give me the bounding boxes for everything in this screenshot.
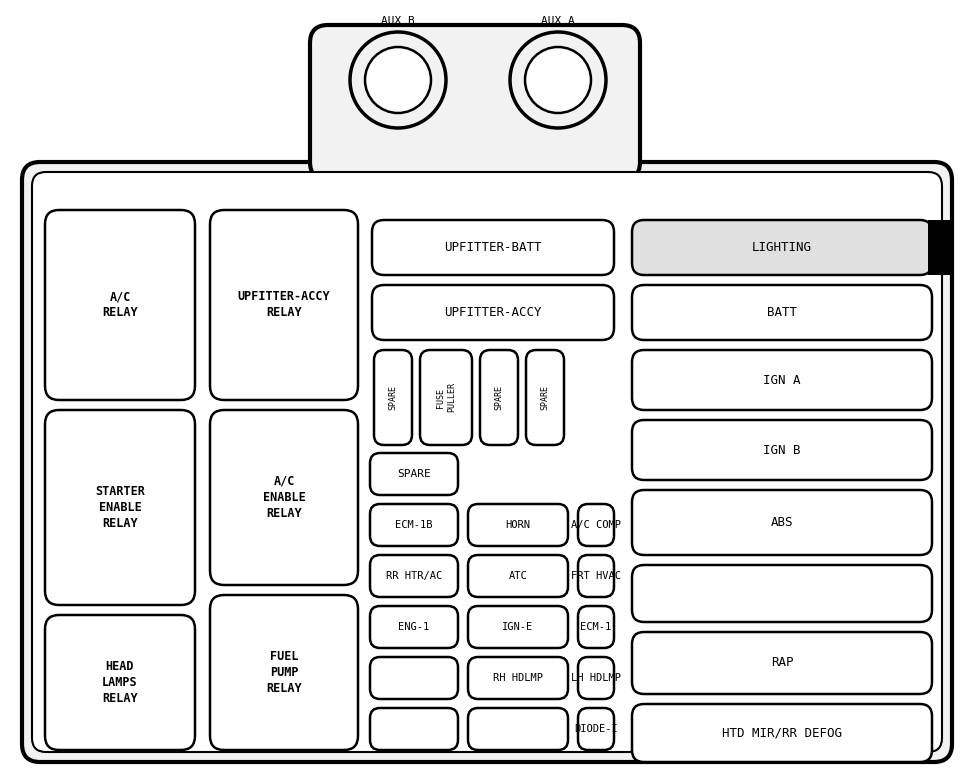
FancyBboxPatch shape bbox=[370, 657, 458, 699]
FancyBboxPatch shape bbox=[22, 162, 952, 762]
Text: RR HTR/AC: RR HTR/AC bbox=[386, 571, 443, 581]
FancyBboxPatch shape bbox=[632, 220, 932, 275]
FancyBboxPatch shape bbox=[468, 657, 568, 699]
Text: A/C
ENABLE
RELAY: A/C ENABLE RELAY bbox=[263, 475, 306, 520]
Text: RAP: RAP bbox=[771, 657, 793, 669]
FancyBboxPatch shape bbox=[45, 615, 195, 750]
Text: HEAD
LAMPS
RELAY: HEAD LAMPS RELAY bbox=[103, 660, 138, 705]
Text: ABS: ABS bbox=[771, 516, 793, 529]
Text: FUEL
PUMP
RELAY: FUEL PUMP RELAY bbox=[266, 650, 302, 695]
FancyBboxPatch shape bbox=[632, 632, 932, 694]
Text: STARTER
ENABLE
RELAY: STARTER ENABLE RELAY bbox=[95, 485, 145, 530]
FancyBboxPatch shape bbox=[468, 555, 568, 597]
Text: UPFITTER-ACCY: UPFITTER-ACCY bbox=[445, 306, 542, 319]
FancyBboxPatch shape bbox=[632, 350, 932, 410]
Text: ENG-1: ENG-1 bbox=[399, 622, 430, 632]
FancyBboxPatch shape bbox=[370, 504, 458, 546]
Text: IGN B: IGN B bbox=[763, 444, 801, 456]
Circle shape bbox=[350, 32, 446, 128]
FancyBboxPatch shape bbox=[210, 410, 358, 585]
Text: ATC: ATC bbox=[509, 571, 528, 581]
FancyBboxPatch shape bbox=[632, 420, 932, 480]
Text: BATT: BATT bbox=[767, 306, 797, 319]
FancyBboxPatch shape bbox=[370, 708, 458, 750]
Text: ECM-1: ECM-1 bbox=[580, 622, 612, 632]
Bar bbox=[928, 220, 950, 275]
FancyBboxPatch shape bbox=[370, 606, 458, 648]
FancyBboxPatch shape bbox=[578, 504, 614, 546]
FancyBboxPatch shape bbox=[632, 490, 932, 555]
Text: SPARE: SPARE bbox=[540, 385, 549, 410]
Text: A/C
RELAY: A/C RELAY bbox=[103, 290, 138, 320]
Text: FUSE
PULLER: FUSE PULLER bbox=[436, 382, 456, 413]
FancyBboxPatch shape bbox=[632, 285, 932, 340]
FancyBboxPatch shape bbox=[578, 708, 614, 750]
FancyBboxPatch shape bbox=[374, 350, 412, 445]
Text: DIODE-I: DIODE-I bbox=[574, 724, 617, 734]
FancyBboxPatch shape bbox=[370, 453, 458, 495]
FancyBboxPatch shape bbox=[578, 606, 614, 648]
FancyBboxPatch shape bbox=[420, 350, 472, 445]
Text: SPARE: SPARE bbox=[397, 469, 431, 479]
FancyBboxPatch shape bbox=[526, 350, 564, 445]
FancyBboxPatch shape bbox=[468, 606, 568, 648]
Text: HTD MIR/RR DEFOG: HTD MIR/RR DEFOG bbox=[722, 726, 842, 739]
FancyBboxPatch shape bbox=[32, 172, 942, 752]
FancyBboxPatch shape bbox=[632, 565, 932, 622]
Text: UPFITTER-ACCY
RELAY: UPFITTER-ACCY RELAY bbox=[237, 290, 330, 320]
Text: AUX A: AUX A bbox=[541, 16, 574, 26]
FancyBboxPatch shape bbox=[210, 210, 358, 400]
Text: SPARE: SPARE bbox=[389, 385, 398, 410]
Text: IGN A: IGN A bbox=[763, 374, 801, 387]
FancyBboxPatch shape bbox=[310, 25, 640, 180]
FancyBboxPatch shape bbox=[480, 350, 518, 445]
Circle shape bbox=[525, 47, 591, 113]
FancyBboxPatch shape bbox=[210, 595, 358, 750]
Text: UPFITTER-BATT: UPFITTER-BATT bbox=[445, 241, 542, 254]
Text: RH HDLMP: RH HDLMP bbox=[493, 673, 543, 683]
Circle shape bbox=[365, 47, 431, 113]
Text: AUX B: AUX B bbox=[381, 16, 415, 26]
Text: ECM-1B: ECM-1B bbox=[396, 520, 433, 530]
FancyBboxPatch shape bbox=[372, 220, 614, 275]
Text: A/C COMP: A/C COMP bbox=[571, 520, 621, 530]
FancyBboxPatch shape bbox=[370, 555, 458, 597]
Text: FRT HVAC: FRT HVAC bbox=[571, 571, 621, 581]
FancyBboxPatch shape bbox=[468, 708, 568, 750]
FancyBboxPatch shape bbox=[45, 210, 195, 400]
FancyBboxPatch shape bbox=[578, 657, 614, 699]
Text: LIGHTING: LIGHTING bbox=[752, 241, 812, 254]
Text: LH HDLMP: LH HDLMP bbox=[571, 673, 621, 683]
Circle shape bbox=[510, 32, 606, 128]
FancyBboxPatch shape bbox=[45, 410, 195, 605]
FancyBboxPatch shape bbox=[578, 555, 614, 597]
FancyBboxPatch shape bbox=[372, 285, 614, 340]
Text: HORN: HORN bbox=[505, 520, 531, 530]
Text: SPARE: SPARE bbox=[494, 385, 503, 410]
FancyBboxPatch shape bbox=[632, 704, 932, 762]
FancyBboxPatch shape bbox=[468, 504, 568, 546]
Text: IGN-E: IGN-E bbox=[502, 622, 533, 632]
